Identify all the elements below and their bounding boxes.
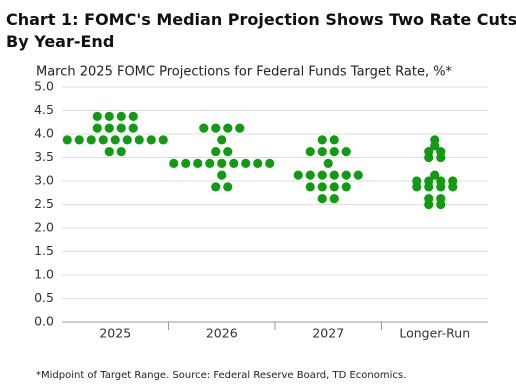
dot [305, 170, 315, 180]
dot [116, 123, 126, 133]
dot [223, 123, 233, 133]
dot [86, 135, 96, 145]
dot [110, 135, 120, 145]
x-tick-label: Longer-Run [399, 326, 470, 341]
dot [329, 135, 339, 145]
dot [92, 123, 102, 133]
footnote: *Midpoint of Target Range. Source: Feder… [36, 370, 406, 381]
y-tick-label: 0.5 [34, 290, 54, 305]
dot [211, 147, 221, 157]
y-tick-label: 0.0 [34, 314, 54, 329]
dot [430, 141, 440, 151]
y-tick-label: 2.5 [34, 196, 54, 211]
dot [329, 147, 339, 157]
dot [436, 199, 446, 210]
dot [329, 170, 339, 180]
dot [74, 135, 84, 145]
dot [448, 182, 458, 192]
x-tick-label: 2027 [312, 326, 344, 341]
dot [128, 123, 138, 133]
dot [92, 111, 102, 121]
dot [353, 170, 363, 180]
y-tick-label: 4.0 [34, 126, 54, 141]
chart-subtitle: March 2025 FOMC Projections for Federal … [36, 65, 453, 80]
dot [241, 158, 251, 168]
dot [317, 170, 327, 180]
dot [265, 158, 275, 168]
dot [317, 147, 327, 157]
dot [412, 182, 422, 192]
dot [229, 158, 239, 168]
dot [104, 111, 114, 121]
dot [317, 182, 327, 192]
dot [134, 135, 144, 145]
dot [293, 170, 303, 180]
dot [341, 182, 351, 192]
y-tick-label: 3.0 [34, 173, 54, 188]
dot [211, 182, 221, 192]
dot [235, 123, 245, 133]
dot [341, 147, 351, 157]
dot [181, 158, 191, 168]
dot [158, 135, 168, 145]
dot [62, 135, 72, 145]
dot [211, 123, 221, 133]
y-tick-label: 1.0 [34, 267, 54, 282]
y-tick-label: 4.5 [34, 102, 54, 117]
dot [253, 158, 263, 168]
dot [424, 199, 434, 210]
dot [424, 182, 434, 192]
dot [104, 147, 114, 157]
dot [223, 147, 233, 157]
dot [217, 170, 227, 180]
dot [128, 111, 138, 121]
y-tick-label: 5.0 [34, 79, 54, 94]
dot [217, 135, 227, 145]
dot [223, 182, 233, 192]
dot [424, 152, 434, 163]
dot [98, 135, 108, 145]
dot [116, 111, 126, 121]
dot [341, 170, 351, 180]
dot [329, 194, 339, 204]
dot [436, 152, 446, 163]
dot [169, 158, 179, 168]
dot [104, 123, 114, 133]
dot [436, 182, 446, 192]
y-tick-label: 3.5 [34, 149, 54, 164]
dot [329, 182, 339, 192]
dot [317, 135, 327, 145]
dot [217, 158, 227, 168]
dot [146, 135, 156, 145]
dot [323, 158, 333, 168]
chart-title: Chart 1: FOMC's Median Projection Shows … [6, 10, 516, 51]
x-tick-label: 2025 [99, 326, 131, 341]
dot [199, 123, 209, 133]
dot [305, 147, 315, 157]
y-tick-label: 1.5 [34, 243, 54, 258]
dot [317, 194, 327, 204]
dot [116, 147, 126, 157]
dot [430, 170, 440, 180]
dot [193, 158, 203, 168]
dot [305, 182, 315, 192]
x-tick-label: 2026 [206, 326, 238, 341]
dot [122, 135, 132, 145]
dot [205, 158, 215, 168]
y-tick-label: 2.0 [34, 220, 54, 235]
